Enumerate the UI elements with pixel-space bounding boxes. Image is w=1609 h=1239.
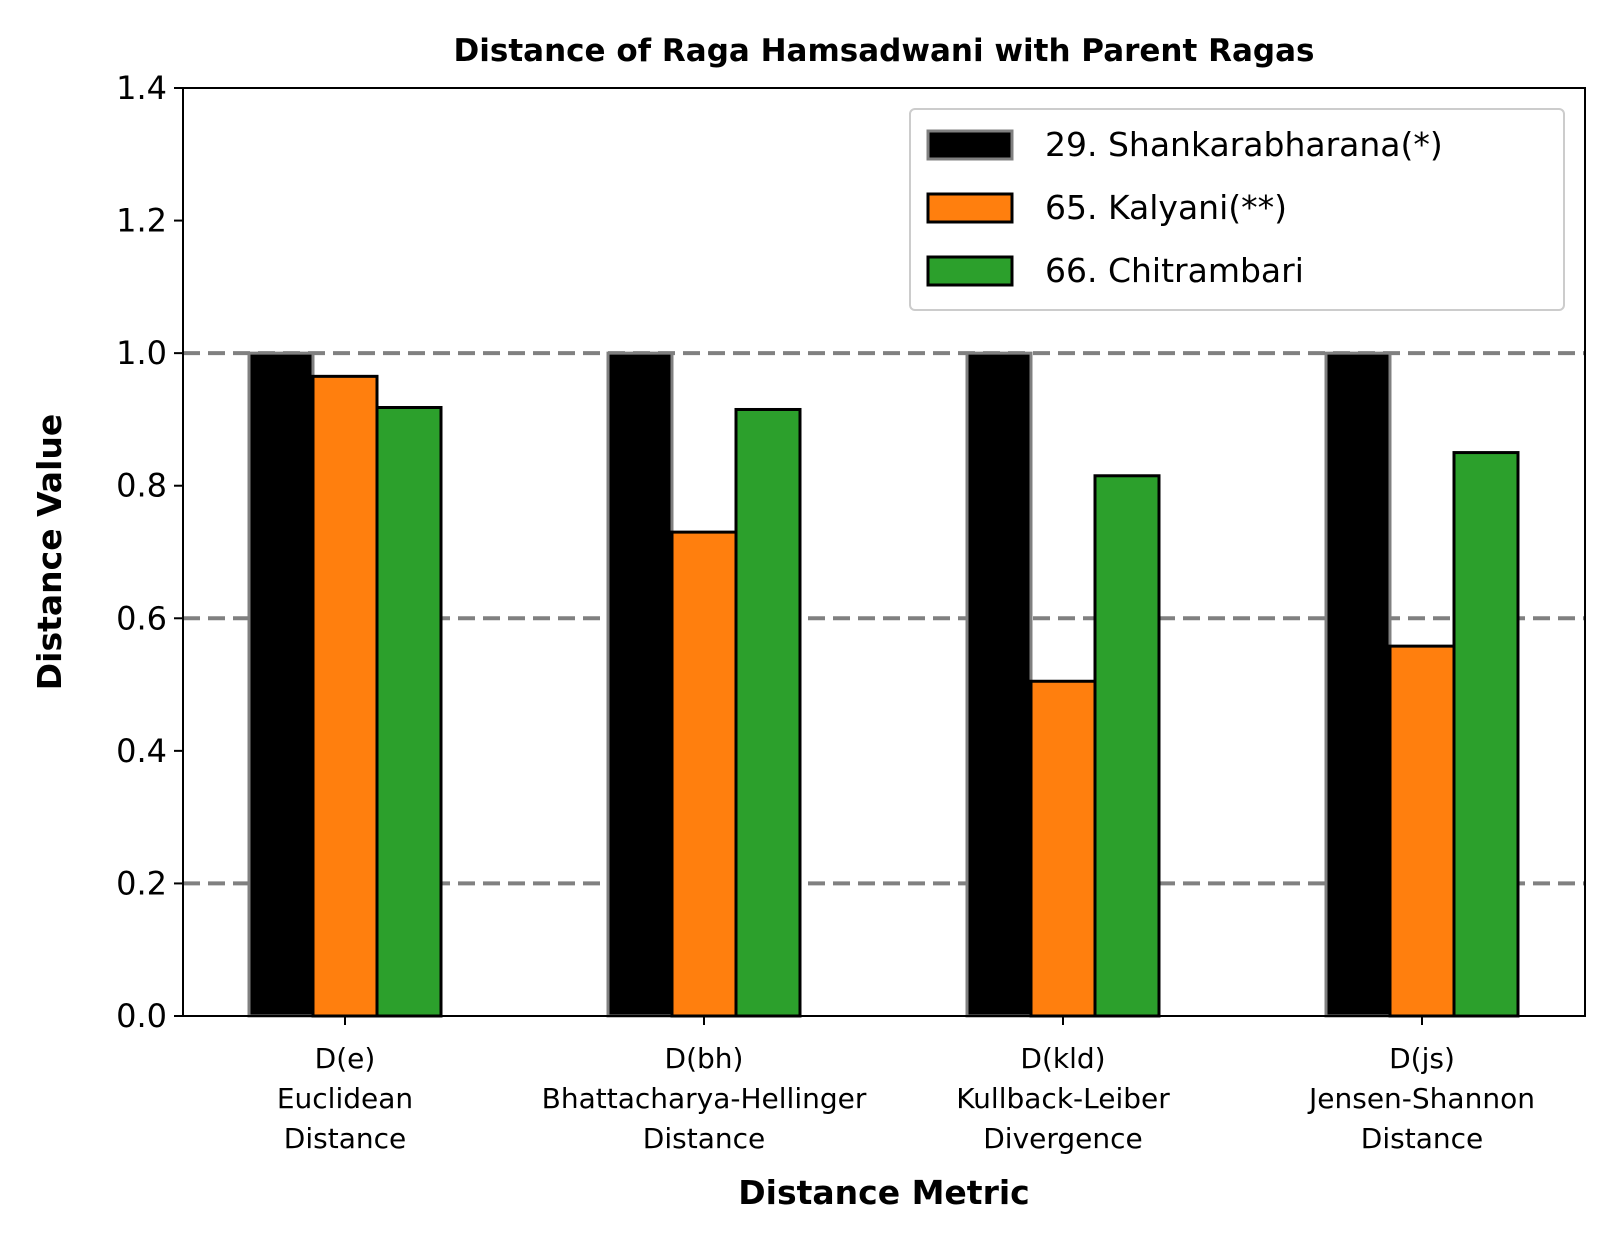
bar bbox=[375, 405, 443, 1018]
bar bbox=[311, 374, 379, 1018]
y-tick-label: 0.6 bbox=[116, 599, 167, 637]
bar bbox=[1388, 644, 1456, 1018]
legend-box bbox=[909, 108, 1565, 311]
x-tick-label: D(kld) bbox=[1020, 1042, 1105, 1075]
y-tick-label: 0.4 bbox=[116, 732, 167, 770]
legend-label: 66. Chitrambari bbox=[1045, 251, 1304, 290]
y-tick-label: 0.0 bbox=[116, 997, 167, 1035]
bar bbox=[1029, 679, 1097, 1018]
x-tick-label: D(js) bbox=[1389, 1042, 1455, 1075]
x-axis-ticks: D(e) Euclidean Distance D(bh) Bhattacharya-H… bbox=[277, 1016, 1535, 1155]
x-tick-label: Distance bbox=[1361, 1122, 1483, 1155]
x-tick-label: Distance bbox=[284, 1122, 406, 1155]
x-tick-label: D(e) bbox=[315, 1042, 376, 1075]
x-tick-label: Jensen-Shannon bbox=[1307, 1082, 1535, 1115]
x-tick-label: Euclidean bbox=[277, 1082, 413, 1115]
y-tick-label: 1.0 bbox=[116, 334, 167, 372]
plot-area-frame bbox=[182, 87, 1586, 1017]
bar bbox=[1452, 451, 1520, 1018]
y-axis-title: Distance Value bbox=[30, 414, 69, 691]
y-tick-label: 0.8 bbox=[116, 467, 167, 505]
bars bbox=[247, 351, 1520, 1018]
bar bbox=[670, 530, 738, 1018]
x-tick-label: Distance bbox=[643, 1122, 765, 1155]
x-tick-label: Bhattacharya-Hellinger bbox=[542, 1082, 867, 1115]
x-tick-label: Divergence bbox=[983, 1122, 1143, 1155]
x-tick-label: Kullback-Leiber bbox=[956, 1082, 1170, 1115]
bar bbox=[606, 351, 674, 1018]
bar bbox=[247, 351, 315, 1018]
legend-label: 29. Shankarabharana(*) bbox=[1045, 125, 1443, 164]
legend-label: 65. Kalyani(**) bbox=[1045, 188, 1287, 227]
bar bbox=[965, 351, 1033, 1018]
bar bbox=[1324, 351, 1392, 1018]
y-tick-label: 0.2 bbox=[116, 864, 167, 902]
y-tick-label: 1.2 bbox=[116, 202, 167, 240]
legend-swatch bbox=[926, 255, 1014, 287]
x-axis-title: Distance Metric bbox=[738, 1173, 1029, 1212]
bar bbox=[734, 407, 802, 1018]
legend-swatch bbox=[926, 129, 1014, 161]
y-axis-ticks: 0.0 0.2 0.4 0.6 0.8 1.0 1.2 1.4 bbox=[116, 69, 183, 1035]
y-tick-label: 1.4 bbox=[116, 69, 167, 107]
legend-swatch bbox=[926, 192, 1014, 224]
bar bbox=[1093, 474, 1161, 1018]
chart-title: Distance of Raga Hamsadwani with Parent … bbox=[454, 33, 1315, 69]
legend: 29. Shankarabharana(*) 65. Kalyani(**) 66.… bbox=[909, 108, 1565, 311]
x-tick-label: D(bh) bbox=[665, 1042, 744, 1075]
